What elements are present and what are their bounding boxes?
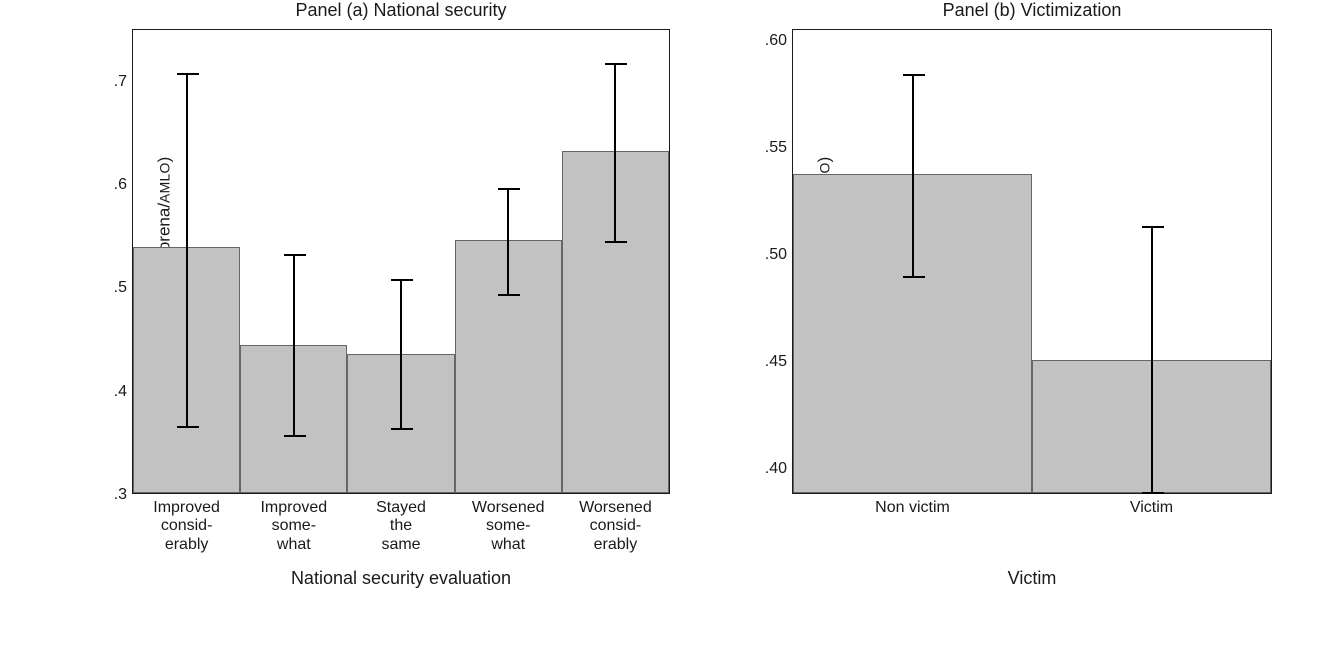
panel-a-y-axis: .3.4.5.6.7 bbox=[89, 30, 133, 493]
error-bar bbox=[293, 255, 295, 436]
panel-b-figure: Panel (b) Victimization .40.45.50.55.60 … bbox=[792, 0, 1272, 494]
y-tick: .40 bbox=[765, 460, 787, 478]
x-tick: Non victim bbox=[793, 499, 1032, 517]
y-tick: .6 bbox=[114, 176, 127, 194]
panel-b-plot-area: .40.45.50.55.60 Pr (voting for Morena/AM… bbox=[792, 29, 1272, 494]
x-tick: Worsenedconsid-erably bbox=[562, 499, 669, 554]
y-tick: .5 bbox=[114, 279, 127, 297]
panel-a-title: Panel (a) National security bbox=[295, 0, 506, 21]
bar-slot bbox=[793, 30, 1032, 493]
panel-b-bars bbox=[793, 30, 1271, 493]
bar-slot bbox=[1032, 30, 1271, 493]
y-tick: .45 bbox=[765, 353, 787, 371]
panel-a-bars bbox=[133, 30, 669, 493]
panel-b-x-axis: Non victimVictim bbox=[793, 499, 1271, 517]
y-tick: .60 bbox=[765, 32, 787, 50]
panel-b-title: Panel (b) Victimization bbox=[943, 0, 1122, 21]
panel-a-plot-area: .3.4.5.6.7 Pr (voting for Morena/AMLO) I… bbox=[132, 29, 670, 494]
x-tick: Improvedconsid-erably bbox=[133, 499, 240, 554]
panel-a-x-axis: Improvedconsid-erablyImprovedsome-whatSt… bbox=[133, 499, 669, 554]
x-tick: Worsenedsome-what bbox=[455, 499, 562, 554]
x-tick: Victim bbox=[1032, 499, 1271, 517]
error-bar bbox=[1151, 227, 1153, 493]
y-tick: .3 bbox=[114, 486, 127, 504]
bar-slot bbox=[562, 30, 669, 493]
y-tick: .7 bbox=[114, 73, 127, 91]
error-bar bbox=[614, 64, 616, 242]
error-bar bbox=[400, 280, 402, 429]
error-bar bbox=[912, 75, 914, 276]
x-tick: Improvedsome-what bbox=[240, 499, 347, 554]
error-bar bbox=[507, 189, 509, 294]
y-tick: .50 bbox=[765, 246, 787, 264]
panel-b-x-label: Victim bbox=[1008, 568, 1057, 589]
panel-a-x-label: National security evaluation bbox=[291, 568, 511, 589]
bar-slot bbox=[240, 30, 347, 493]
panel-b-y-axis: .40 .45 .50 .55 .60 bbox=[749, 30, 793, 493]
bar-slot bbox=[347, 30, 454, 493]
panel-a-figure: Panel (a) National security .3.4.5.6.7 P… bbox=[132, 0, 670, 494]
bar-slot bbox=[455, 30, 562, 493]
bar-slot bbox=[133, 30, 240, 493]
y-tick: .4 bbox=[114, 383, 127, 401]
error-bar bbox=[186, 74, 188, 426]
x-tick: Stayedthesame bbox=[347, 499, 454, 554]
y-tick: .55 bbox=[765, 139, 787, 157]
